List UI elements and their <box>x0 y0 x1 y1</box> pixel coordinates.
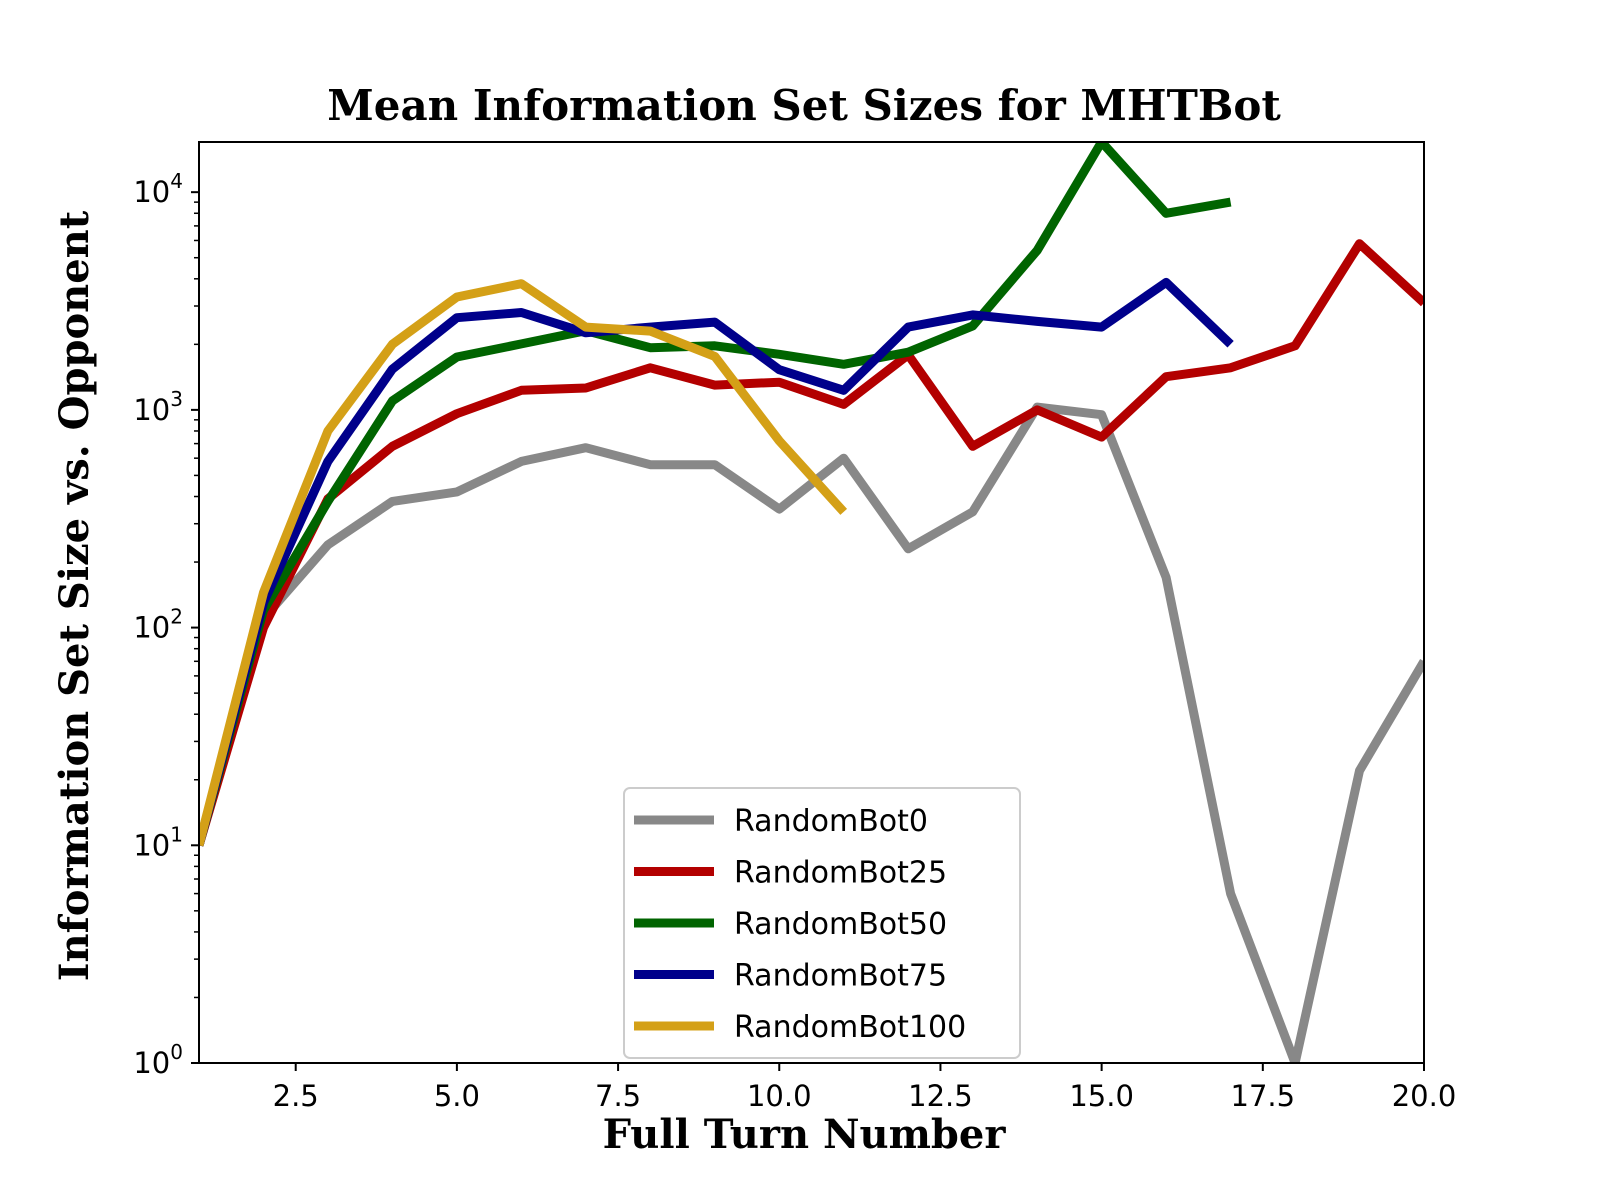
x-tick-label: 5.0 <box>434 1079 480 1113</box>
series-line-RandomBot75 <box>199 277 1234 847</box>
legend-label-RandomBot25: RandomBot25 <box>734 856 947 891</box>
legend-label-RandomBot0: RandomBot0 <box>734 804 928 839</box>
legend: RandomBot0 RandomBot25 RandomBot50 RandomBo… <box>623 787 1021 1059</box>
legend-label-RandomBot100: RandomBot100 <box>734 1010 966 1045</box>
plot-area-frame <box>198 141 1425 1064</box>
y-tick-label: 101 <box>133 822 183 862</box>
series-line-RandomBot50 <box>199 142 1232 847</box>
series-line-RandomBot0 <box>199 402 1424 1063</box>
chart-title: Mean Information Set Sizes for MHTBot <box>327 81 1281 130</box>
legend-label-RandomBot50: RandomBot50 <box>734 907 947 942</box>
y-tick-label: 103 <box>133 387 183 427</box>
series-line-RandomBot100 <box>199 279 848 847</box>
x-tick-label: 20.0 <box>1392 1079 1457 1113</box>
legend-box <box>623 787 1021 1059</box>
x-tick-label: 12.5 <box>908 1079 973 1113</box>
series-line-RandomBot25 <box>199 239 1424 847</box>
x-tick-label: 7.5 <box>595 1079 641 1113</box>
x-tick-label: 17.5 <box>1231 1079 1296 1113</box>
y-tick-label: 102 <box>133 605 183 645</box>
x-tick-label: 2.5 <box>273 1079 319 1113</box>
y-tick-label: 100 <box>133 1040 183 1080</box>
y-axis-label: Information Set Size vs. Opponent <box>51 210 98 981</box>
x-tick-label: 15.0 <box>1069 1079 1134 1113</box>
legend-label-RandomBot75: RandomBot75 <box>734 959 947 994</box>
x-axis-label: Full Turn Number <box>603 1111 1007 1158</box>
x-tick-label: 10.0 <box>747 1079 812 1113</box>
y-tick-label: 104 <box>133 169 183 209</box>
